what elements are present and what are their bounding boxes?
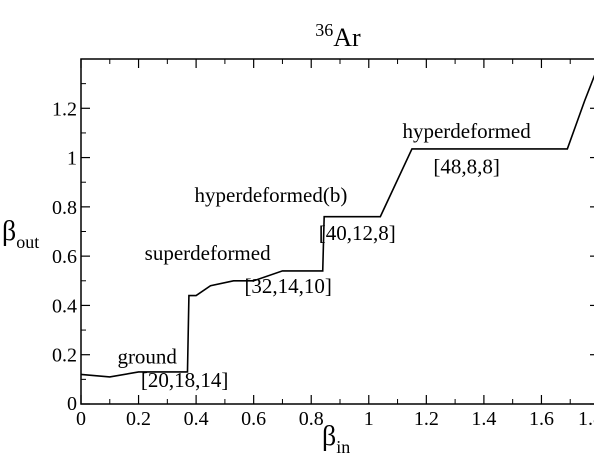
annotation-label: hyperdeformed	[402, 119, 531, 143]
annotation-label: [40,12,8]	[319, 221, 396, 245]
y-tick-label: 0.2	[52, 345, 77, 367]
annotation-label: [48,8,8]	[433, 155, 500, 179]
y-tick-label: 0.8	[52, 197, 77, 219]
x-axis-ticks: 0 0.2 0.4 0.6 0.8 1 1.2 1.4 1.6 1.8	[76, 59, 594, 430]
annotations: ground[20,18,14] superdeformed [32,14,10] h…	[117, 119, 531, 392]
y-tick-label: 0	[67, 393, 77, 415]
x-tick-label: 1.8	[578, 408, 594, 430]
x-tick-label: 0.2	[126, 408, 151, 430]
x-tick-label: 1.6	[529, 408, 554, 430]
y-axis-label-main: β	[2, 216, 16, 247]
y-tick-label: 1	[67, 148, 77, 170]
y-tick-label: 0.4	[52, 295, 77, 317]
annotation-label: superdeformed	[145, 241, 271, 265]
y-tick-label: 1.2	[52, 98, 77, 120]
title-text: Ar	[333, 23, 361, 52]
series-line	[80, 74, 594, 378]
x-tick-label: 0.4	[184, 408, 209, 430]
x-tick-label: 1	[364, 408, 374, 430]
x-tick-label: 0	[76, 408, 86, 430]
annotation-label: [32,14,10]	[244, 274, 332, 298]
y-axis-label: βout	[2, 216, 39, 252]
x-tick-label: 0.6	[241, 408, 266, 430]
x-axis-label-main: β	[322, 421, 336, 452]
chart-title: 36Ar	[315, 20, 361, 52]
y-axis-label-sub: out	[16, 232, 39, 252]
x-tick-label: 0.8	[299, 408, 324, 430]
annotation-label: [20,18,14]	[141, 368, 229, 392]
x-axis-label: βin	[322, 421, 350, 457]
y-axis-ticks: 0 0.2 0.4 0.6 0.8 1 1.2	[52, 83, 594, 415]
x-tick-label: 1.4	[471, 408, 496, 430]
title-superscript: 36	[315, 20, 333, 40]
annotation-label: ground	[117, 344, 177, 368]
annotation-label: hyperdeformed(b)	[195, 183, 348, 207]
x-axis-label-sub: in	[336, 437, 350, 457]
x-tick-label: 1.2	[414, 408, 439, 430]
y-tick-label: 0.6	[52, 246, 77, 268]
